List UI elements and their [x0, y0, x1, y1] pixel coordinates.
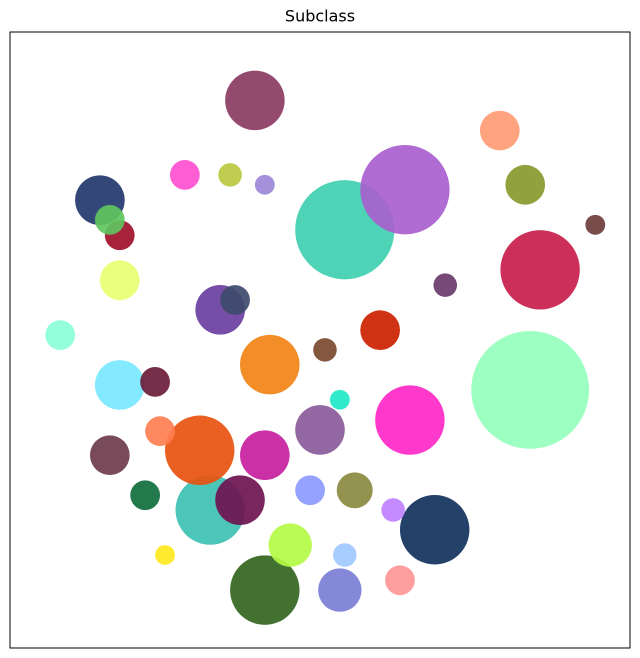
cluster-point: [500, 230, 580, 310]
cluster-point: [318, 568, 362, 612]
cluster-point: [295, 405, 345, 455]
cluster-point: [268, 523, 312, 567]
cluster-point: [381, 498, 405, 522]
cluster-point: [505, 164, 546, 205]
cluster-point: [218, 163, 242, 187]
cluster-point: [215, 475, 265, 525]
cluster-point: [385, 565, 415, 596]
plot-frame: [9, 31, 631, 649]
cluster-point: [89, 435, 130, 476]
cluster-point: [220, 285, 250, 315]
cluster-point: [130, 480, 161, 511]
cluster-point: [45, 320, 76, 350]
cluster-point: [433, 273, 458, 297]
cluster-point: [94, 205, 125, 235]
cluster-point: [99, 260, 140, 301]
cluster-point: [471, 330, 590, 449]
cluster-point: [169, 160, 200, 190]
cluster-point: [155, 545, 175, 565]
cluster-point: [240, 334, 300, 395]
cluster-point: [165, 415, 235, 485]
cluster-point: [254, 174, 275, 195]
cluster-point: [336, 472, 373, 509]
cluster-point: [140, 367, 170, 397]
cluster-point: [295, 475, 325, 506]
cluster-point: [333, 543, 357, 567]
cluster-point: [329, 389, 350, 410]
cluster-point: [225, 70, 285, 131]
chart-title: Subclass: [285, 7, 355, 26]
cluster-point: [145, 416, 175, 447]
cluster-point: [585, 214, 606, 235]
cluster-point: [479, 110, 520, 151]
cluster-point: [375, 385, 445, 455]
cluster-point: [313, 338, 337, 362]
cluster-point: [360, 145, 450, 235]
cluster-point: [360, 310, 400, 350]
cluster-point: [399, 495, 470, 565]
cluster-point: [230, 555, 300, 625]
cluster-point: [240, 430, 290, 480]
cluster-point: [94, 360, 145, 410]
